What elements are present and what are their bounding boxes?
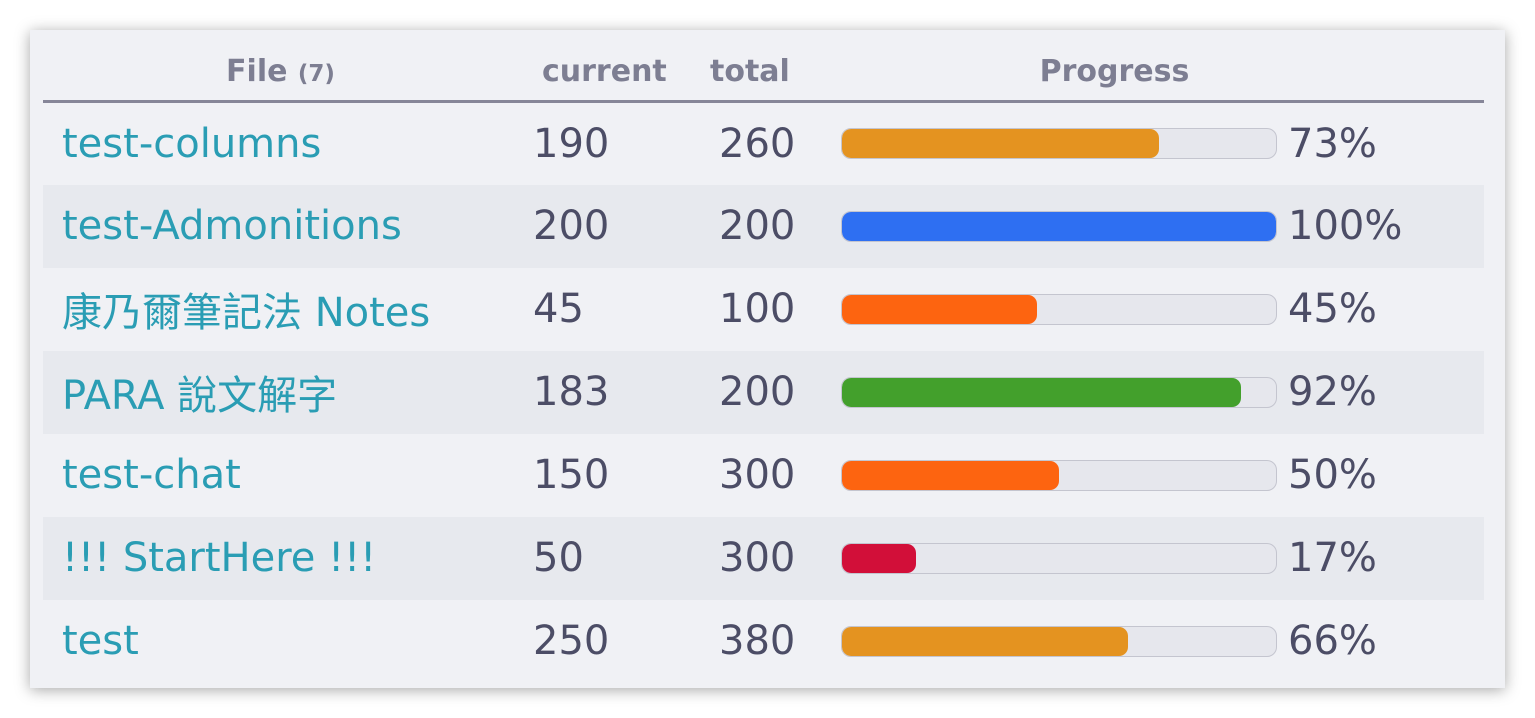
current-value: 183 [533,369,610,415]
progress-wrap: 17% [815,535,1484,581]
progress-bar-fill [842,543,916,573]
total-value: 300 [719,535,796,581]
file-link[interactable]: !!! StartHere !!! [62,535,377,581]
table-header-row: File (7) current total Progress [43,43,1484,103]
current-value: 190 [533,120,610,167]
total-value: 200 [719,203,796,249]
total-value: 100 [719,286,796,332]
column-header-progress[interactable]: Progress [815,43,1484,103]
progress-wrap: 66% [815,618,1484,664]
progress-cell: 73% [815,102,1484,185]
progress-cell: 50% [815,434,1484,517]
table-row: 康乃爾筆記法 Notes 45 100 45% [43,268,1484,351]
total-value: 200 [719,369,796,415]
column-header-total[interactable]: total [705,43,815,103]
table-row: test 250 380 66% [43,600,1484,683]
total-value: 300 [719,452,796,498]
current-value: 45 [533,286,584,332]
progress-wrap: 100% [815,203,1484,249]
progress-bar [841,376,1277,408]
table-row: PARA 說文解字 183 200 92% [43,350,1484,434]
progress-percent: 50% [1288,452,1377,498]
progress-percent: 45% [1288,286,1377,332]
progress-cell: 45% [815,268,1484,351]
progress-bar-fill [842,377,1242,407]
progress-bar [841,625,1277,657]
progress-cell: 66% [815,600,1484,683]
progress-bar-fill [842,211,1276,241]
progress-percent: 92% [1288,369,1377,415]
progress-bar [841,293,1277,325]
progress-wrap: 73% [815,121,1484,167]
table-row: !!! StartHere !!! 50 300 17% [43,516,1484,600]
file-header-label: File [226,54,288,89]
progress-cell: 100% [815,185,1484,268]
progress-bar-fill [842,460,1059,490]
progress-bar [841,542,1277,574]
file-count: (7) [297,61,335,87]
progress-bar [841,128,1277,160]
file-link[interactable]: test [62,618,139,664]
file-link[interactable]: test-columns [62,120,322,167]
file-link[interactable]: PARA 說文解字 [62,373,338,419]
table-row: test-Admonitions 200 200 100% [43,184,1484,268]
table-row: test-columns 190 260 73% [43,102,1484,185]
current-value: 150 [533,452,610,498]
progress-bar-fill [842,129,1159,159]
total-value: 260 [719,120,796,167]
progress-wrap: 50% [815,452,1484,498]
progress-percent: 17% [1288,535,1377,581]
file-link[interactable]: test-Admonitions [62,203,402,249]
progress-table: File (7) current total Progress test-col… [43,43,1484,683]
progress-percent: 73% [1288,120,1377,167]
current-value: 50 [533,535,584,581]
progress-bar [841,459,1277,491]
current-value: 250 [533,618,610,664]
progress-bar-fill [842,294,1038,324]
progress-bar [841,210,1277,242]
progress-table-card: File (7) current total Progress test-col… [30,30,1505,688]
file-link[interactable]: 康乃爾筆記法 Notes [62,290,431,336]
progress-cell: 92% [815,351,1484,434]
current-value: 200 [533,203,610,249]
column-header-file[interactable]: File (7) [43,43,518,103]
progress-cell: 17% [815,517,1484,600]
file-link[interactable]: test-chat [62,452,241,498]
progress-percent: 100% [1288,203,1403,249]
table-row: test-chat 150 300 50% [43,434,1484,517]
progress-percent: 66% [1288,618,1377,664]
progress-wrap: 45% [815,286,1484,332]
progress-wrap: 92% [815,369,1484,415]
column-header-current[interactable]: current [518,43,705,103]
total-value: 380 [719,618,796,664]
progress-bar-fill [842,626,1129,656]
